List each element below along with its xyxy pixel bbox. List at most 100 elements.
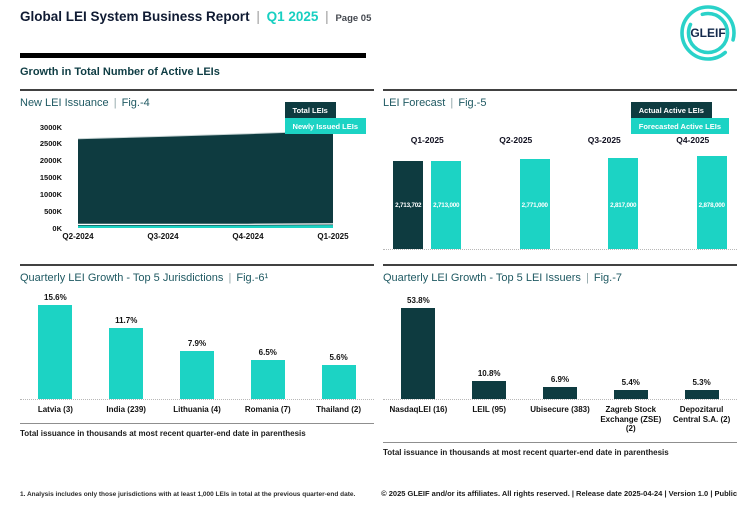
- category-label: Romania (7): [244, 405, 291, 414]
- separator: |: [228, 272, 232, 284]
- bar-value-label: 11.7%: [115, 316, 138, 326]
- y-tick-label: 1000K: [39, 189, 62, 199]
- y-tick-label: 2500K: [39, 139, 62, 149]
- bar-column: 6.5%: [232, 348, 303, 399]
- legend-forecasted-active-leis: Forecasted Active LEIs: [630, 118, 729, 134]
- y-tick-label: 500K: [44, 206, 62, 216]
- gleif-logo-text: GLEIF: [690, 26, 725, 40]
- gleif-logo-icon: GLEIF: [680, 5, 736, 61]
- bar-column: 10.8%: [454, 369, 525, 399]
- panel-title-text: LEI Forecast: [383, 97, 446, 109]
- bar: [401, 307, 436, 399]
- panel-title-text: Quarterly LEI Growth - Top 5 LEI Issuers: [383, 272, 581, 284]
- copyright: © 2025 GLEIF and/or its affiliates. All …: [381, 489, 737, 498]
- category-label: India (239): [106, 405, 146, 414]
- bar: 2,771,000: [519, 159, 550, 249]
- bar: 2,878,000: [696, 155, 727, 249]
- bar-value-label: 2,817,000: [610, 202, 637, 209]
- separator: |: [256, 9, 260, 24]
- fig6-bar-chart: 15.6% 11.7% 7.9% 6.5% 5.6% Latvia (3) India (2…: [20, 288, 374, 415]
- y-tick-label: 0K: [52, 223, 62, 233]
- fig4-area-chart: 0K 500K 1000K 1500K 2000K 2500K 3000K Q2-2024 Q3…: [20, 123, 374, 249]
- x-axis: Q2-2024 Q3-2024 Q4-2024 Q1-2025: [62, 232, 348, 244]
- category-label: Zagreb Stock Exchange (ZSE) (2): [600, 405, 662, 434]
- legend-newly-issued-leis: Newly Issued LEIs: [284, 118, 366, 134]
- bar-value-label: 6.9%: [550, 375, 570, 385]
- bar-column: 5.3%: [666, 378, 737, 399]
- bar-column: 15.6%: [20, 292, 91, 399]
- separator: |: [113, 97, 117, 109]
- bar-slot: 2,713,000: [431, 161, 462, 249]
- bar-slot: 2,878,000: [696, 155, 727, 249]
- category-label: Depozitarul Central S.A. (2): [672, 405, 731, 424]
- bar-column: 53.8%: [383, 296, 454, 399]
- panel-title-text: Quarterly LEI Growth - Top 5 Jurisdictio…: [20, 272, 224, 284]
- bar-column: 11.7%: [91, 316, 162, 399]
- panel-title: Quarterly LEI Growth - Top 5 Jurisdictio…: [20, 272, 374, 284]
- bars-row: 15.6% 11.7% 7.9% 6.5% 5.6%: [20, 288, 374, 400]
- bar: [684, 390, 719, 399]
- chart-note: Total issuance in thousands at most rece…: [20, 422, 374, 438]
- x-tick-label: Q3-2024: [147, 232, 179, 241]
- category-label: NasdaqLEI (16): [389, 405, 448, 414]
- chart-note: Total issuance in thousands at most rece…: [383, 441, 737, 457]
- y-tick-label: 2000K: [39, 156, 62, 166]
- bar: [613, 389, 648, 399]
- fig-label: Fig.-4: [121, 97, 150, 109]
- category-label: Lithuania (4): [173, 405, 221, 414]
- bar-column: 6.9%: [525, 375, 596, 399]
- bar-value-label: 53.8%: [407, 295, 430, 305]
- bar: [321, 365, 356, 399]
- area-plot: [77, 127, 334, 233]
- bars-row: 53.8% 10.8% 6.9% 5.4% 5.3%: [383, 288, 737, 400]
- bar: [472, 380, 507, 399]
- bar: [179, 351, 214, 399]
- separator: |: [585, 272, 589, 284]
- bar-value-label: 7.9%: [187, 339, 207, 349]
- panel-title-text: New LEI Issuance: [20, 97, 109, 109]
- panel-title: Quarterly LEI Growth - Top 5 LEI Issuers…: [383, 272, 737, 284]
- quarter-label: Q3-2025: [587, 135, 621, 145]
- category-label: Latvia (3): [37, 405, 73, 414]
- fig-label: Fig.-6¹: [236, 272, 269, 284]
- y-tick-label: 1500K: [39, 173, 62, 182]
- charts-grid: New LEI Issuance | Fig.-4 Total LEIs New…: [20, 89, 737, 457]
- x-tick-label: Q2-2024: [62, 232, 94, 241]
- bar-column: 5.4%: [595, 378, 666, 399]
- category-label: Thailand (2): [316, 405, 362, 414]
- bar-value-label: 6.5%: [258, 347, 277, 357]
- fig-label: Fig.-5: [458, 97, 487, 109]
- quarter-label: Q2-2025: [499, 135, 533, 145]
- bar: 2,713,000: [431, 161, 462, 249]
- report-header: Global LEI System Business Report | Q1 2…: [20, 0, 737, 61]
- panel-new-lei-issuance: New LEI Issuance | Fig.-4 Total LEIs New…: [20, 89, 374, 250]
- quarter-labels: Q1-2025 Q2-2025 Q3-2025 Q4-2025: [383, 135, 737, 145]
- bar: 2,817,000: [608, 157, 639, 249]
- fig5-bar-chart: Q1-2025 Q2-2025 Q3-2025 Q4-2025 2,713,702 2,7…: [383, 135, 737, 250]
- bar-value-label: 15.6%: [44, 292, 67, 302]
- bar-column: 7.9%: [162, 339, 233, 399]
- category-labels: NasdaqLEI (16) LEIL (95) Ubisecure (383) Za…: [383, 405, 737, 434]
- bar: [38, 304, 73, 399]
- fig7-bar-chart: 53.8% 10.8% 6.9% 5.4% 5.3% NasdaqLEI (16) LEIL…: [383, 288, 737, 434]
- bar-slot: 2,713,702: [393, 161, 424, 249]
- bar-slot: 2,817,000: [608, 157, 639, 249]
- footnote: 1. Analysis includes only those jurisdic…: [20, 491, 356, 498]
- category-label: LEIL (95): [472, 405, 507, 414]
- section-heading: Growth in Total Number of Active LEIs: [20, 66, 220, 78]
- header-divider-bar: [20, 53, 366, 58]
- bar-value-label: 5.6%: [329, 353, 348, 363]
- bar-slot: 2,771,000: [519, 159, 550, 249]
- bar-group: 2,713,702 2,713,000: [383, 161, 472, 249]
- bar: [542, 387, 577, 399]
- gleif-logo: GLEIF: [679, 4, 737, 62]
- x-tick-label: Q4-2024: [232, 232, 264, 241]
- report-title: Global LEI System Business Report: [20, 9, 250, 24]
- quarter-label: Q1-2025: [410, 135, 444, 145]
- category-labels: Latvia (3) India (239) Lithuania (4) Romani…: [20, 405, 374, 415]
- bar-value-label: 2,713,702: [395, 202, 422, 209]
- fig-label: Fig.-7: [593, 272, 622, 284]
- category-label: Ubisecure (383): [530, 405, 590, 414]
- page-footer: 1. Analysis includes only those jurisdic…: [20, 489, 737, 498]
